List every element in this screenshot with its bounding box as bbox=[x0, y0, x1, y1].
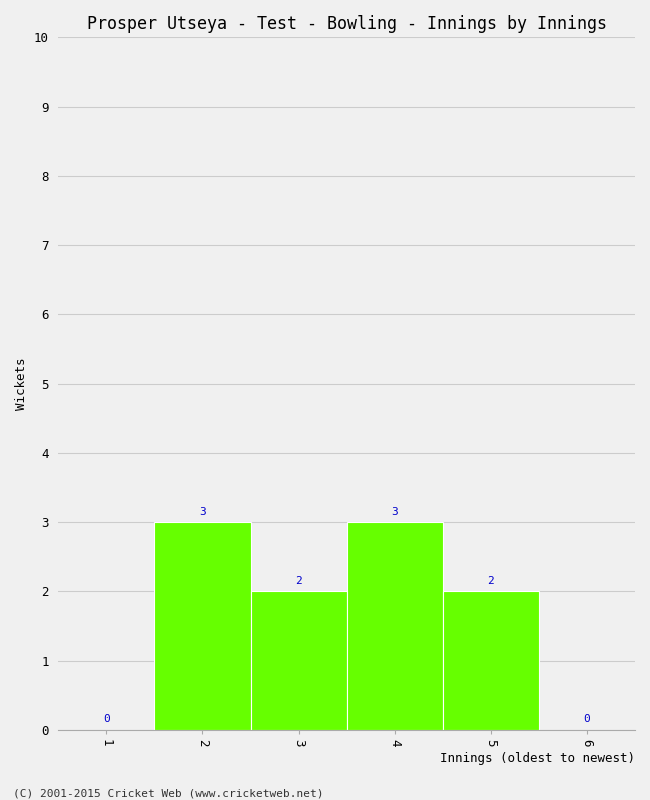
Text: 2: 2 bbox=[295, 576, 302, 586]
Bar bbox=[250, 591, 346, 730]
X-axis label: Innings (oldest to newest): Innings (oldest to newest) bbox=[440, 752, 635, 765]
Bar bbox=[443, 591, 539, 730]
Bar bbox=[155, 522, 250, 730]
Text: 3: 3 bbox=[199, 506, 206, 517]
Y-axis label: Wickets: Wickets bbox=[15, 358, 28, 410]
Text: 3: 3 bbox=[391, 506, 398, 517]
Bar bbox=[346, 522, 443, 730]
Text: 0: 0 bbox=[584, 714, 590, 724]
Text: (C) 2001-2015 Cricket Web (www.cricketweb.net): (C) 2001-2015 Cricket Web (www.cricketwe… bbox=[13, 788, 324, 798]
Title: Prosper Utseya - Test - Bowling - Innings by Innings: Prosper Utseya - Test - Bowling - Inning… bbox=[86, 15, 606, 33]
Text: 2: 2 bbox=[488, 576, 494, 586]
Text: 0: 0 bbox=[103, 714, 110, 724]
